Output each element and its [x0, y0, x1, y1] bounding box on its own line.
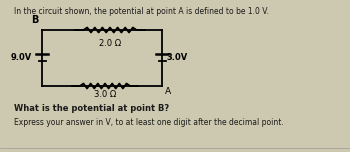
Text: 2.0 Ω: 2.0 Ω	[99, 39, 121, 48]
Text: What is the potential at point B?: What is the potential at point B?	[14, 104, 169, 113]
Text: A: A	[165, 87, 171, 96]
Text: In the circuit shown, the potential at point A is defined to be 1.0 V.: In the circuit shown, the potential at p…	[14, 7, 269, 16]
Text: 3.0V: 3.0V	[166, 52, 187, 62]
Text: B: B	[32, 15, 39, 25]
Text: Express your answer in V, to at least one digit after the decimal point.: Express your answer in V, to at least on…	[14, 118, 284, 127]
Text: 3.0 Ω: 3.0 Ω	[94, 90, 116, 99]
Text: 9.0V: 9.0V	[11, 52, 32, 62]
